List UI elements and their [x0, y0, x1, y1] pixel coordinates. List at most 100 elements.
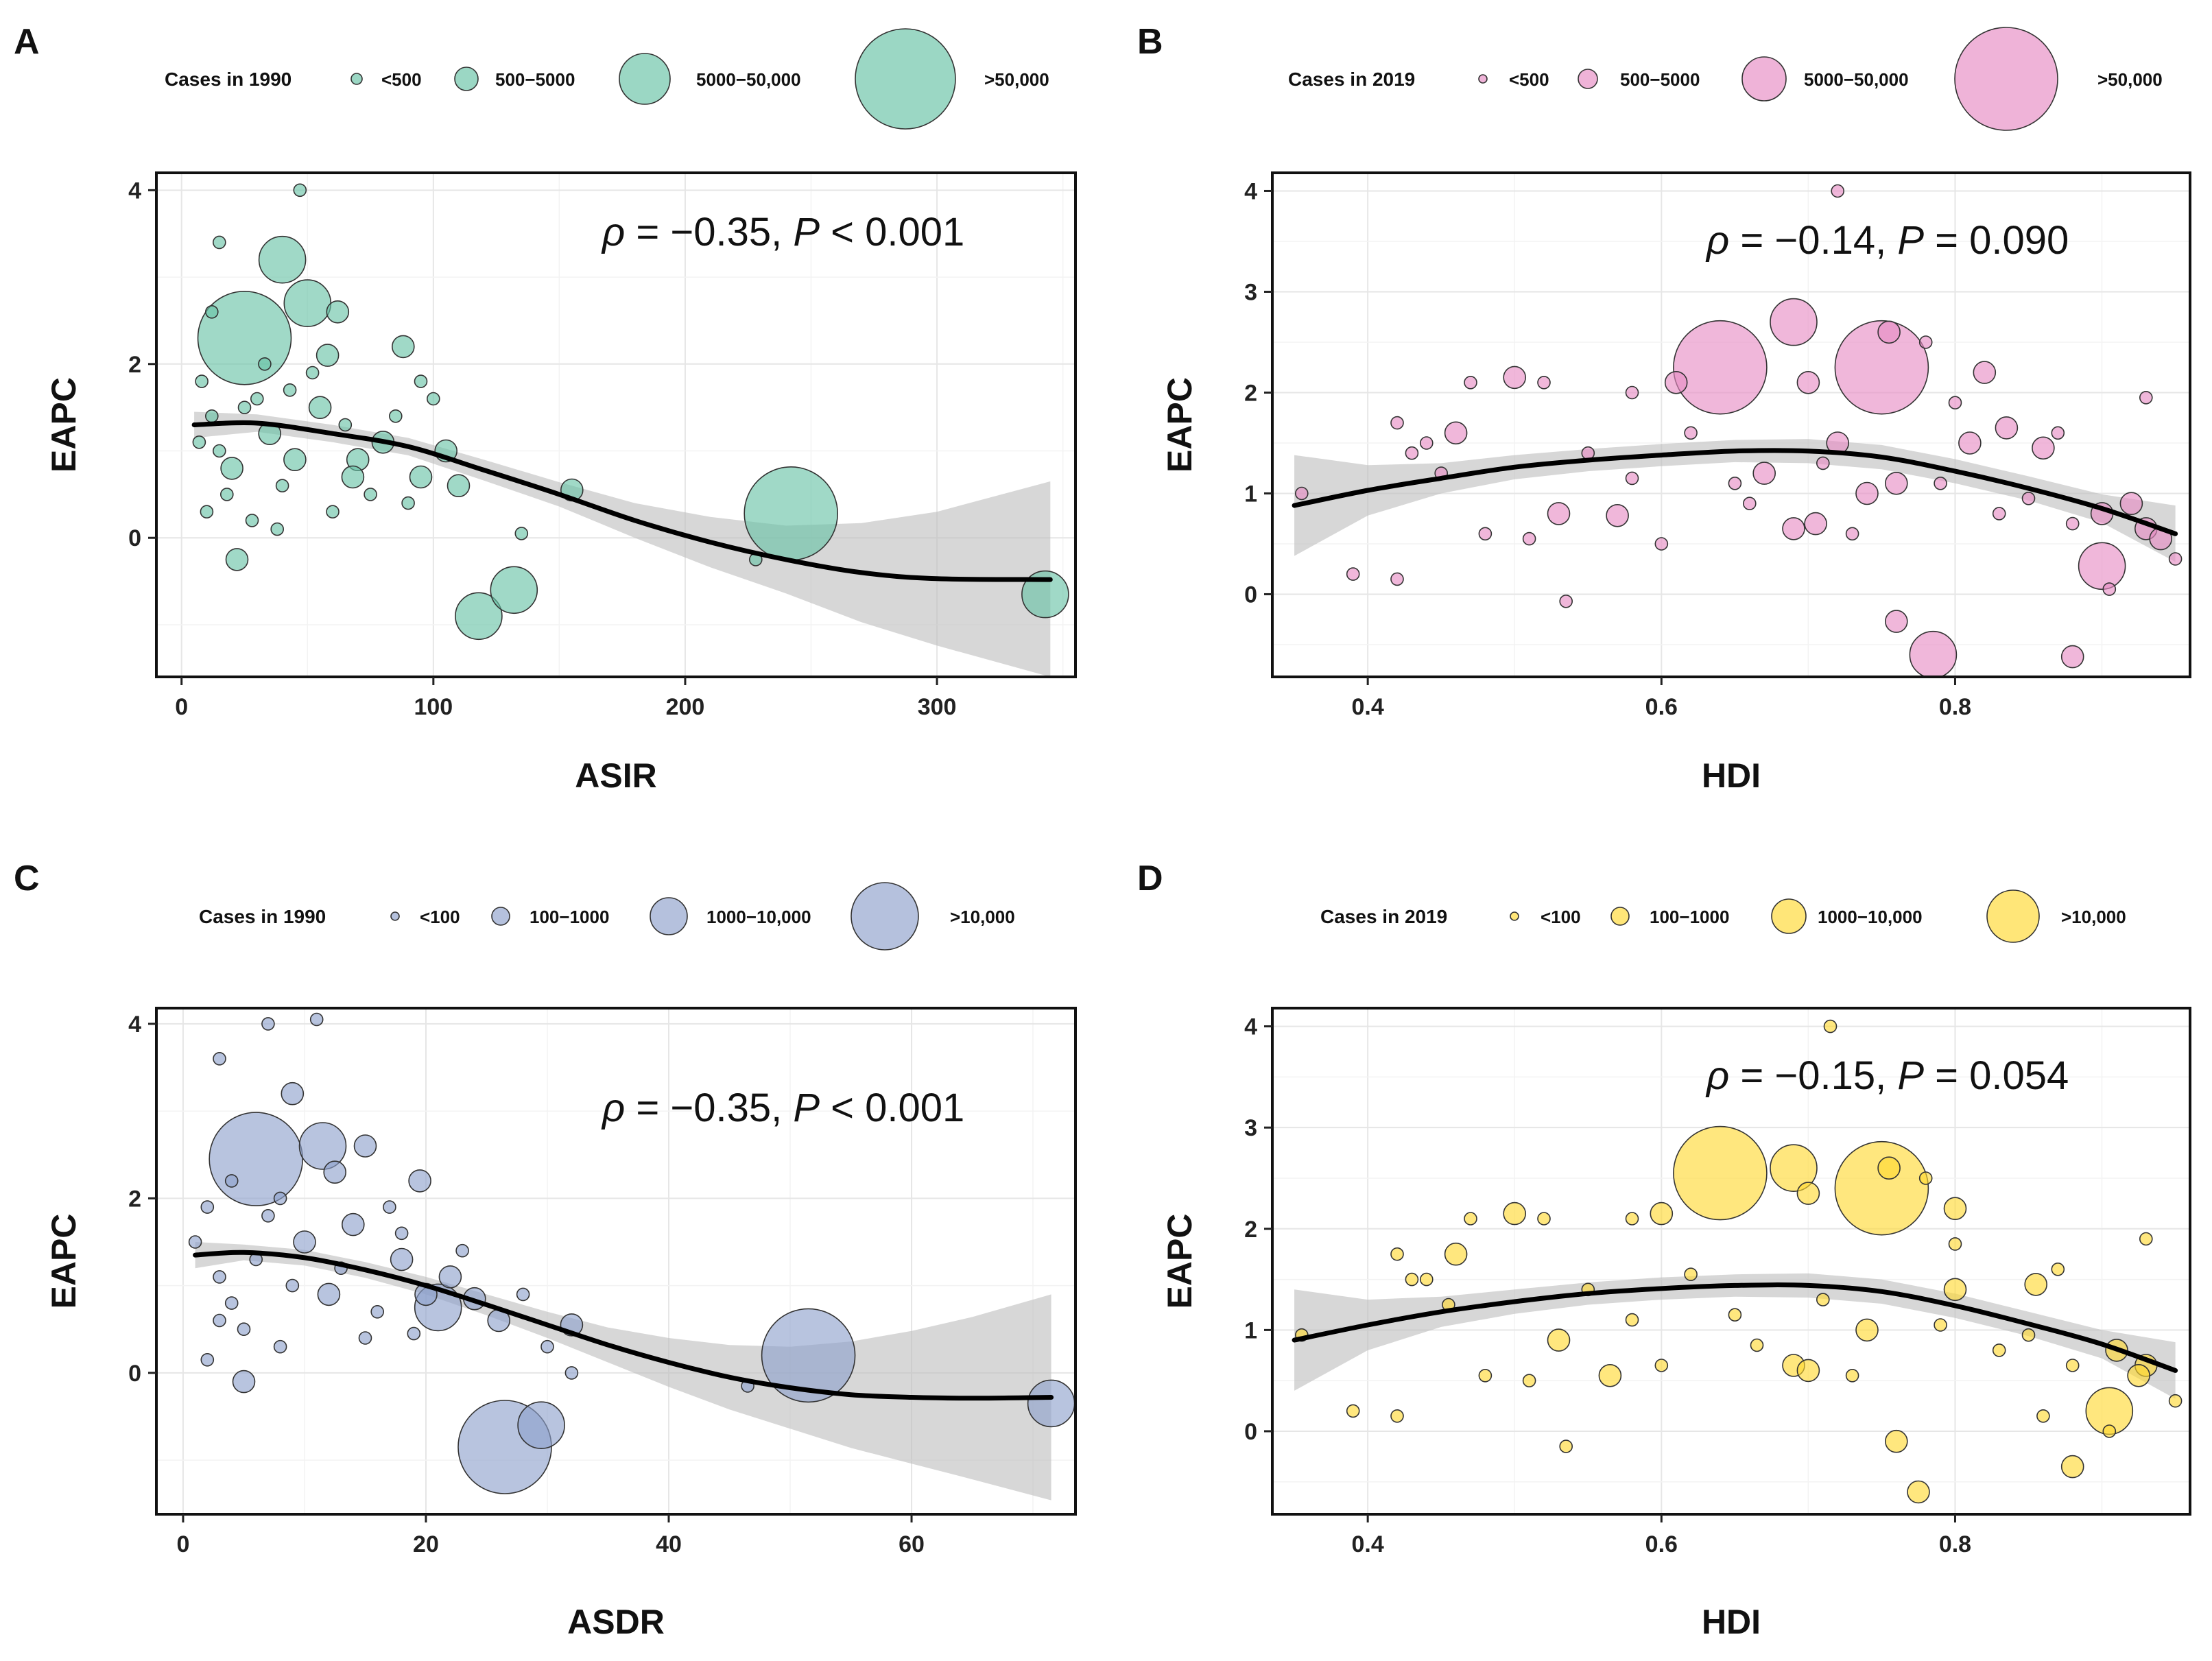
annotation-p-symbol: P	[793, 210, 820, 254]
data-point	[213, 1052, 226, 1066]
data-point	[2127, 1364, 2150, 1387]
data-point	[1503, 1202, 1526, 1226]
data-point	[1770, 298, 1818, 346]
legend-key	[851, 882, 919, 951]
legend-label: >50,000	[984, 69, 1049, 90]
legend-key	[1986, 889, 2040, 943]
data-point	[414, 374, 428, 388]
data-point	[1684, 426, 1698, 440]
data-point	[2060, 645, 2084, 669]
data-point	[338, 418, 353, 432]
y-tick-label: 2	[128, 352, 141, 378]
data-point	[317, 1282, 341, 1306]
y-tick-label: 1	[1244, 1317, 1257, 1343]
legend-label: <100	[1541, 907, 1581, 927]
legend-label: 5000−50,000	[696, 69, 801, 90]
data-point	[204, 409, 219, 423]
data-point	[1503, 366, 1526, 390]
data-point	[1752, 462, 1776, 485]
data-point	[341, 465, 365, 489]
data-point	[1346, 1404, 1360, 1418]
x-tick-label: 0.6	[1645, 1531, 1678, 1557]
data-point	[285, 1278, 300, 1293]
legend-key	[619, 53, 671, 105]
data-point	[1522, 1374, 1536, 1387]
trend-line	[191, 420, 1053, 582]
data-point	[261, 1017, 275, 1031]
data-point	[1973, 361, 1997, 384]
points	[1295, 184, 2183, 677]
data-point	[388, 409, 403, 423]
x-tick-label: 300	[918, 694, 957, 720]
legend-key	[1771, 898, 1807, 934]
data-point	[2024, 1273, 2047, 1296]
data-point	[225, 548, 249, 571]
data-point	[1346, 567, 1360, 581]
panel-d: D Cases in 2019 <100 100−1000 1000−10,000 >10…	[1137, 859, 2191, 1641]
data-point	[1743, 497, 1757, 511]
data-point	[192, 435, 206, 449]
data-point	[1918, 1171, 1933, 1185]
plot-frame	[155, 171, 1077, 678]
data-point	[438, 1265, 462, 1289]
y-tick-label: 0	[1244, 1419, 1257, 1445]
legend-label: 1000−10,000	[706, 907, 811, 927]
data-point	[2036, 1409, 2050, 1423]
data-point	[353, 1134, 377, 1158]
annotation-p-symbol: P	[1897, 218, 1924, 263]
legend-key	[390, 911, 400, 921]
data-point	[200, 1200, 215, 1214]
annotation-p-symbol: P	[1897, 1053, 1924, 1098]
annotation-rho-symbol: ρ	[601, 1086, 625, 1130]
points	[192, 183, 1069, 641]
x-axis-title: HDI	[1702, 1603, 1761, 1641]
data-point	[245, 514, 259, 527]
legend-label: >10,000	[2061, 907, 2126, 927]
data-point	[232, 1370, 256, 1394]
data-point	[1522, 531, 1536, 546]
data-point	[1625, 1313, 1639, 1327]
data-point	[1918, 335, 1933, 349]
data-point	[1559, 594, 1573, 608]
data-point	[383, 1200, 396, 1214]
data-point	[2139, 1232, 2153, 1246]
legend-label: >50,000	[2097, 69, 2163, 90]
x-tick-label: 0.6	[1645, 694, 1678, 720]
legend-label: 1000−10,000	[1818, 907, 1923, 927]
correlation-annotation: ρ = −0.35, P < 0.001	[601, 210, 964, 254]
data-point	[275, 479, 289, 493]
legend-label: <100	[420, 907, 460, 927]
x-tick-label: 200	[666, 694, 705, 720]
data-point	[1770, 1144, 1818, 1192]
legend-key	[454, 67, 479, 91]
annotation-rho-text: = −0.14,	[1729, 218, 1897, 263]
panel-a: A Cases in 1990 <500 500−5000 5000−50,000 >50…	[14, 22, 1077, 795]
legend-label: 100−1000	[530, 907, 609, 927]
data-point	[1992, 507, 2006, 521]
panel-letter: A	[14, 22, 40, 62]
data-point	[1654, 537, 1669, 551]
data-point	[1877, 320, 1901, 344]
data-point	[490, 566, 538, 614]
data-point	[2119, 492, 2143, 516]
data-point	[308, 396, 332, 420]
data-point	[408, 1169, 431, 1193]
data-point	[293, 183, 307, 198]
data-point	[219, 488, 234, 501]
data-point	[516, 1287, 530, 1302]
annotation-rho-symbol: ρ	[1705, 1053, 1729, 1098]
legend-key	[1610, 907, 1630, 926]
legend-title: Cases in 2019	[1288, 69, 1415, 90]
annotation-rho-symbol: ρ	[601, 210, 625, 254]
data-point	[1948, 1237, 1962, 1251]
x-tick-label: 20	[413, 1531, 439, 1557]
y-tick-label: 4	[1244, 178, 1257, 204]
data-point	[212, 444, 226, 458]
x-tick-label: 0.8	[1939, 1531, 1971, 1557]
x-tick-label: 0	[176, 1531, 189, 1557]
data-point	[237, 401, 252, 415]
data-point	[1464, 375, 1477, 390]
annotation-p-text: = 0.054	[1924, 1053, 2069, 1098]
y-tick-label: 0	[128, 525, 141, 551]
annotation-rho-symbol: ρ	[1705, 218, 1729, 263]
